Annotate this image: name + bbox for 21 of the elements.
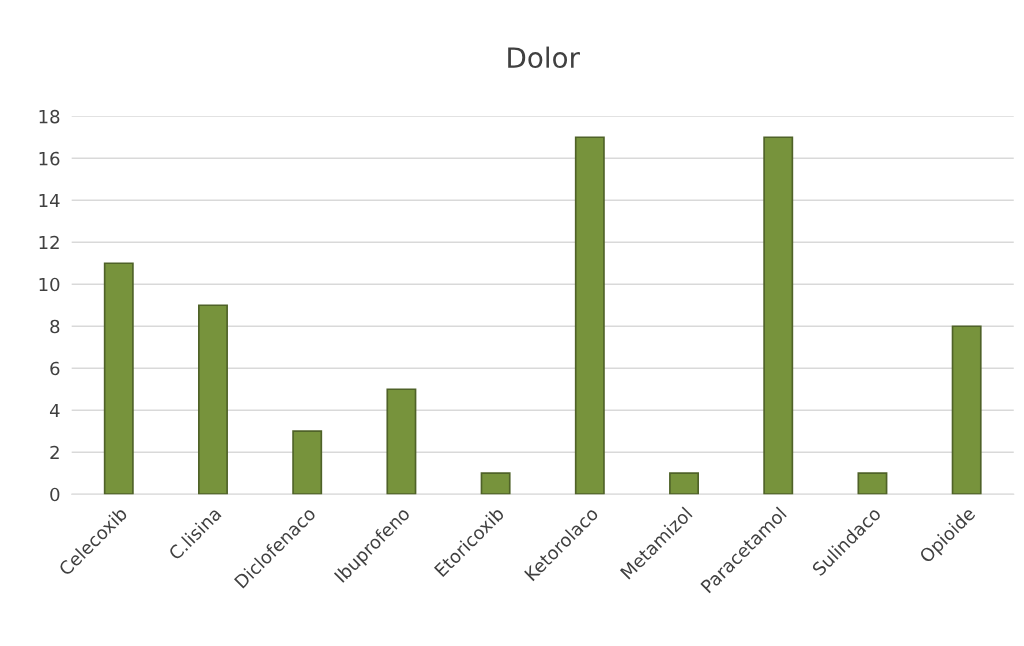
bar <box>386 388 417 495</box>
y-tick-label: 18 <box>39 109 60 124</box>
chart-title: Dolor <box>508 46 580 69</box>
bar <box>669 472 699 495</box>
y-tick-label: 6 <box>50 361 60 376</box>
y-tick-label: 8 <box>50 319 60 334</box>
y-tick-label: 14 <box>39 193 60 208</box>
y-tick-label: 4 <box>49 403 60 418</box>
bar <box>574 136 605 495</box>
y-tick-label: 10 <box>39 277 60 292</box>
y-tick-label: 0 <box>50 487 60 502</box>
bar <box>763 136 794 495</box>
bar <box>951 325 982 495</box>
y-tick-label: 2 <box>50 445 59 460</box>
y-tick-label: 12 <box>39 235 59 250</box>
bar <box>857 472 888 495</box>
bar <box>198 304 228 495</box>
bar <box>292 430 323 495</box>
y-tick-label: 16 <box>39 151 60 166</box>
bar <box>480 472 511 495</box>
bar <box>103 262 134 495</box>
